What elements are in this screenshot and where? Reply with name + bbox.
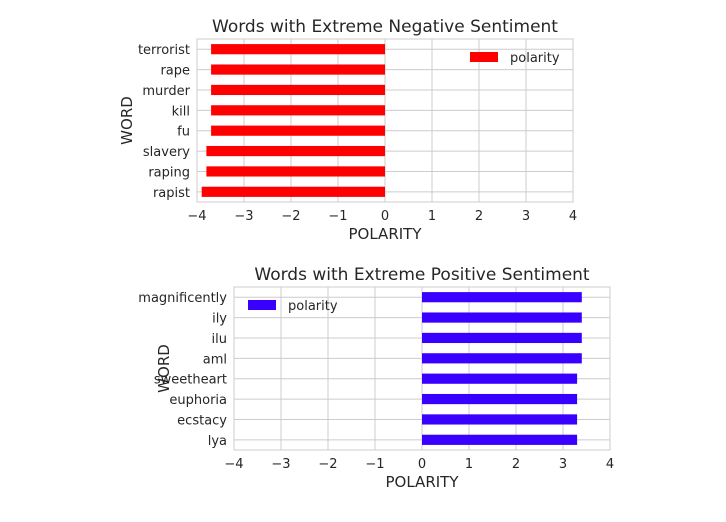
x-tick-label: 1 bbox=[465, 457, 473, 472]
bar-raping bbox=[206, 166, 385, 177]
bar-rapist bbox=[201, 186, 385, 197]
x-tick-label: 4 bbox=[606, 457, 614, 472]
legend: polarity bbox=[248, 299, 338, 314]
y-tick-label: lya bbox=[208, 434, 227, 449]
x-tick-label: 2 bbox=[512, 457, 520, 472]
x-tick-label: −3 bbox=[234, 209, 253, 224]
x-tick-label: −1 bbox=[328, 209, 347, 224]
y-tick-label: kill bbox=[172, 104, 190, 119]
x-tick-label: 3 bbox=[559, 457, 567, 472]
y-tick-label: sweetheart bbox=[154, 373, 227, 388]
y-axis-label: WORD bbox=[155, 344, 173, 393]
y-axis-label: WORD bbox=[118, 96, 136, 145]
bar-ecstacy bbox=[422, 414, 578, 425]
y-tick-label: ily bbox=[212, 312, 227, 327]
chart-title: Words with Extreme Positive Sentiment bbox=[254, 265, 590, 285]
x-tick-label: 1 bbox=[428, 209, 436, 224]
plot-frame bbox=[196, 38, 574, 203]
chart-1: terrorist rape murder kill fu slavery raping ra… bbox=[118, 17, 577, 243]
legend-label: polarity bbox=[288, 299, 338, 314]
chart-2: magnificently ily ilu aml sweetheart euphoria… bbox=[138, 265, 614, 491]
bar-magnificently bbox=[422, 292, 582, 303]
y-tick-label: murder bbox=[142, 84, 190, 99]
bar-sweetheart bbox=[422, 373, 578, 384]
bar-aml bbox=[422, 353, 582, 364]
y-tick-label: raping bbox=[148, 165, 190, 180]
legend: polarity bbox=[470, 51, 560, 66]
plot-frame bbox=[233, 286, 611, 451]
bar-rape bbox=[211, 64, 385, 75]
bar-fu bbox=[211, 125, 385, 136]
legend-swatch bbox=[470, 52, 498, 62]
x-tick-label: 0 bbox=[418, 457, 426, 472]
legend-swatch bbox=[248, 300, 276, 310]
x-tick-label: 2 bbox=[475, 209, 483, 224]
x-tick-label: 4 bbox=[569, 209, 577, 224]
bar-ilu bbox=[422, 332, 582, 344]
y-tick-label: aml bbox=[203, 352, 227, 367]
y-tick-label: magnificently bbox=[138, 291, 227, 306]
x-tick-label: −4 bbox=[187, 209, 206, 224]
x-tick-label: −3 bbox=[271, 457, 290, 472]
bar-euphoria bbox=[422, 393, 578, 405]
x-tick-label: 0 bbox=[381, 209, 389, 224]
y-tick-label: euphoria bbox=[169, 393, 227, 408]
bar-lya bbox=[422, 434, 578, 445]
bar-ily bbox=[422, 312, 582, 323]
y-tick-label: ilu bbox=[212, 332, 227, 347]
bar-kill bbox=[211, 105, 385, 116]
y-tick-label: fu bbox=[177, 125, 190, 140]
x-axis-label: POLARITY bbox=[349, 225, 423, 243]
bar-slavery bbox=[206, 145, 385, 157]
x-tick-label: −4 bbox=[224, 457, 243, 472]
x-tick-label: −2 bbox=[318, 457, 337, 472]
y-tick-label: rape bbox=[160, 64, 190, 79]
x-tick-label: 3 bbox=[522, 209, 530, 224]
y-tick-label: terrorist bbox=[138, 43, 190, 58]
x-axis-label: POLARITY bbox=[386, 473, 460, 491]
legend-label: polarity bbox=[510, 51, 560, 66]
x-tick-label: −2 bbox=[281, 209, 300, 224]
y-tick-label: slavery bbox=[143, 145, 190, 160]
chart-title: Words with Extreme Negative Sentiment bbox=[212, 17, 558, 37]
x-tick-label: −1 bbox=[365, 457, 384, 472]
y-tick-label: ecstacy bbox=[177, 413, 227, 428]
bar-terrorist bbox=[211, 44, 385, 55]
bar-murder bbox=[211, 84, 385, 96]
y-tick-label: rapist bbox=[153, 186, 190, 201]
